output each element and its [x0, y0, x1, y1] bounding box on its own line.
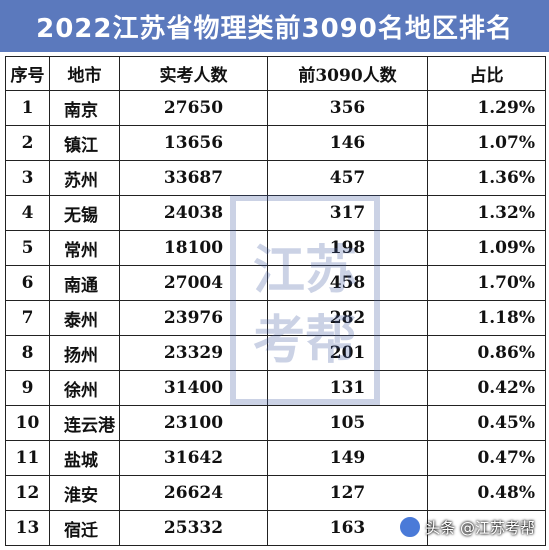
cell-examinees: 24038 — [119, 195, 268, 231]
table-row: 2 镇江 13656 146 1.07% — [5, 125, 546, 161]
table-row: 7 泰州 23976 282 1.18% — [5, 300, 546, 336]
cell-ratio: 1.32% — [427, 195, 546, 231]
cell-city: 南京 — [49, 90, 120, 126]
cell-top-count: 127 — [267, 475, 428, 511]
table-row: 11 盐城 31642 149 0.47% — [5, 440, 546, 476]
cell-ratio — [427, 510, 546, 546]
cell-index: 2 — [5, 125, 50, 161]
cell-city: 镇江 — [49, 125, 120, 161]
cell-city: 宿迁 — [49, 510, 120, 546]
cell-city: 南通 — [49, 265, 120, 301]
cell-ratio: 0.86% — [427, 335, 546, 371]
cell-ratio: 1.09% — [427, 230, 546, 266]
cell-index: 3 — [5, 160, 50, 196]
page-title: 2022江苏省物理类前3090名地区排名 — [0, 0, 549, 52]
cell-top-count: 198 — [267, 230, 428, 266]
cell-index: 1 — [5, 90, 50, 126]
cell-index: 7 — [5, 300, 50, 336]
cell-index: 8 — [5, 335, 50, 371]
table-row: 10 连云港 23100 105 0.45% — [5, 405, 546, 441]
cell-examinees: 13656 — [119, 125, 268, 161]
cell-ratio: 1.29% — [427, 90, 546, 126]
cell-top-count: 105 — [267, 405, 428, 441]
cell-city: 连云港 — [49, 405, 120, 441]
cell-ratio: 1.07% — [427, 125, 546, 161]
cell-city: 徐州 — [49, 370, 120, 406]
cell-top-count: 317 — [267, 195, 428, 231]
cell-ratio: 1.36% — [427, 160, 546, 196]
cell-top-count: 146 — [267, 125, 428, 161]
credit-text: 头条 @江苏考帮 — [425, 518, 535, 537]
cell-city: 苏州 — [49, 160, 120, 196]
table-row: 3 苏州 33687 457 1.36% — [5, 160, 546, 196]
source-credit: 头条 @江苏考帮 — [399, 516, 535, 538]
cell-index: 13 — [5, 510, 50, 546]
cell-index: 12 — [5, 475, 50, 511]
table-row: 1 南京 27650 356 1.29% — [5, 90, 546, 126]
cell-ratio: 1.18% — [427, 300, 546, 336]
table-row: 6 南通 27004 458 1.70% — [5, 265, 546, 301]
table-row: 9 徐州 31400 131 0.42% — [5, 370, 546, 406]
cell-top-count: 131 — [267, 370, 428, 406]
header-index: 序号 — [5, 56, 50, 91]
cell-ratio: 0.48% — [427, 475, 546, 511]
cell-ratio: 0.42% — [427, 370, 546, 406]
table-row: 4 无锡 24038 317 1.32% — [5, 195, 546, 231]
cell-top-count: 201 — [267, 335, 428, 371]
table-row: 5 常州 18100 198 1.09% — [5, 230, 546, 266]
cell-city: 盐城 — [49, 440, 120, 476]
cell-examinees: 26624 — [119, 475, 268, 511]
cell-top-count: 282 — [267, 300, 428, 336]
cell-examinees: 25332 — [119, 510, 268, 546]
header-top-count: 前3090人数 — [267, 56, 428, 91]
cell-city: 淮安 — [49, 475, 120, 511]
cell-examinees: 23100 — [119, 405, 268, 441]
cell-examinees: 23329 — [119, 335, 268, 371]
cell-index: 5 — [5, 230, 50, 266]
cell-examinees: 23976 — [119, 300, 268, 336]
toutiao-logo-icon — [399, 516, 422, 538]
cell-index: 10 — [5, 405, 50, 441]
cell-index: 6 — [5, 265, 50, 301]
cell-index: 11 — [5, 440, 50, 476]
cell-examinees: 31400 — [119, 370, 268, 406]
cell-examinees: 18100 — [119, 230, 268, 266]
cell-top-count: 458 — [267, 265, 428, 301]
ranking-table: 序号 地市 实考人数 前3090人数 占比 1 南京 27650 356 1.29% 2 镇… — [5, 56, 546, 546]
cell-ratio: 0.47% — [427, 440, 546, 476]
cell-examinees: 27650 — [119, 90, 268, 126]
cell-examinees: 27004 — [119, 265, 268, 301]
cell-top-count: 356 — [267, 90, 428, 126]
cell-index: 4 — [5, 195, 50, 231]
cell-index: 9 — [5, 370, 50, 406]
cell-city: 泰州 — [49, 300, 120, 336]
cell-ratio: 1.70% — [427, 265, 546, 301]
header-ratio: 占比 — [427, 56, 546, 91]
cell-ratio: 0.45% — [427, 405, 546, 441]
header-city: 地市 — [49, 56, 120, 91]
cell-top-count: 149 — [267, 440, 428, 476]
cell-city: 无锡 — [49, 195, 120, 231]
cell-city: 常州 — [49, 230, 120, 266]
cell-city: 扬州 — [49, 335, 120, 371]
cell-examinees: 33687 — [119, 160, 268, 196]
table-header-row: 序号 地市 实考人数 前3090人数 占比 — [5, 56, 546, 91]
header-examinees: 实考人数 — [119, 56, 268, 91]
table-row: 8 扬州 23329 201 0.86% — [5, 335, 546, 371]
cell-top-count: 457 — [267, 160, 428, 196]
table-row: 12 淮安 26624 127 0.48% — [5, 475, 546, 511]
cell-examinees: 31642 — [119, 440, 268, 476]
